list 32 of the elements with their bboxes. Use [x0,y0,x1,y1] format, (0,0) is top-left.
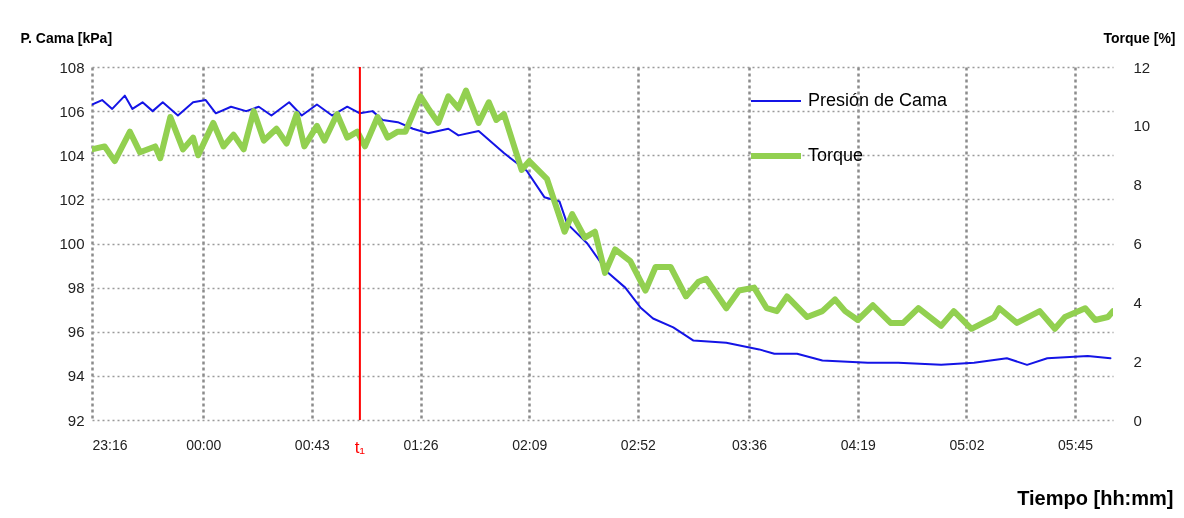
y-tick-label: 100 [59,235,85,252]
x-tick-label: 04:19 [840,436,876,453]
legend-label: Presión de Cama [808,90,949,110]
y-tick-label: 98 [67,279,85,297]
y-axis-title: P. Cama [kPa] [20,29,113,46]
x-axis-title: Tiempo [hh:mm] [1017,486,1174,509]
x-tick-label: 03:36 [732,436,768,453]
y2-tick-label: 10 [1133,117,1151,135]
y-tick-label: 102 [59,190,85,208]
x-tick-label: 02:52 [620,436,657,453]
y2-axis-title: Torque [%] [1103,29,1176,46]
y2-tick-label: 12 [1133,58,1151,76]
y2-tick-label: 4 [1133,293,1142,311]
y-tick-label: 108 [59,58,85,76]
x-tick-label: 23:16 [92,436,128,453]
y-tick-label: 96 [67,323,85,341]
x-tick-label: 05:02 [949,436,985,453]
x-tick-label: 00:43 [294,436,331,453]
y2-tick-label: 0 [1133,411,1142,429]
ref-line-label: t₁ [354,438,366,457]
x-tick-label: 05:45 [1058,436,1094,453]
legend-label: Torque [808,145,864,165]
y2-tick-label: 6 [1133,235,1142,252]
x-tick-label: 02:09 [512,436,548,453]
y-tick-label: 92 [67,411,85,429]
y-tick-label: 104 [59,146,85,164]
y-tick-label: 94 [67,367,85,385]
y2-tick-label: 8 [1133,176,1142,194]
y-tick-label: 106 [59,102,85,120]
x-tick-label: 00:00 [186,436,222,453]
y2-tick-label: 2 [1133,352,1142,370]
x-tick-label: 01:26 [403,436,439,453]
